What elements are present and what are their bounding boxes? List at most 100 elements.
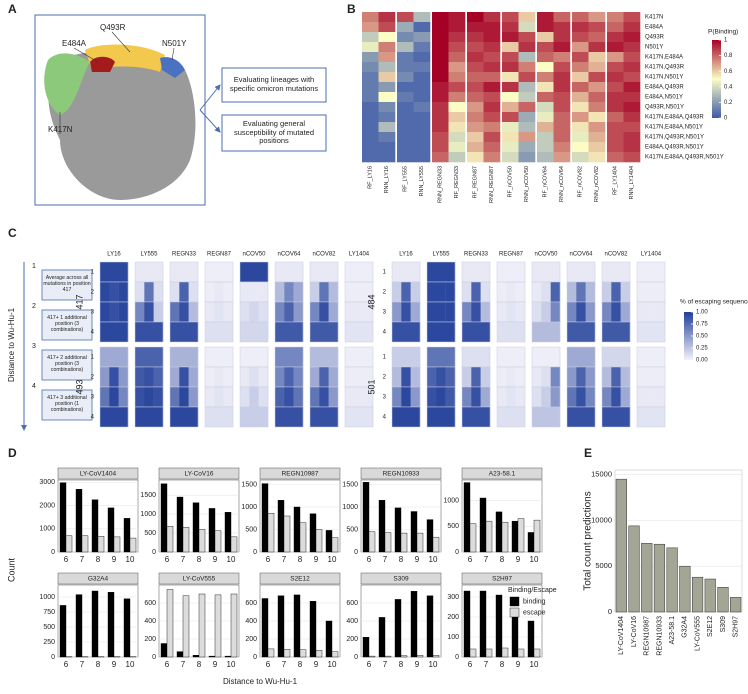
heat-cell [471,282,481,302]
heat-cell [502,72,519,83]
heat-cell [623,112,641,123]
row-label: Q493R,N501Y [645,105,684,111]
box [221,114,327,152]
heat-cell [432,152,449,163]
heat-cell [623,22,641,33]
heat-cell [310,407,339,427]
heat-cell [170,262,199,282]
heat-cell [467,52,484,63]
heat-cell [515,282,526,302]
heat-cell [392,407,421,427]
bar [315,529,323,553]
colorbar-label: 0.75 [696,322,708,328]
column-label: REGN87 [207,252,232,258]
column-label: REGN87 [499,252,524,258]
heat-cell [275,322,304,342]
heat-cell [397,142,414,153]
heat-cell [214,302,224,322]
heat-cell [432,112,449,123]
heat-cell [502,42,519,53]
x-tick-label: 9 [516,660,521,669]
heat-cell [607,132,624,143]
column-label: RNN_nCOV64 [559,166,565,202]
heat-cell [588,72,606,83]
level-label: 3 [32,343,36,350]
heat-cell [541,367,551,387]
heat-cell [448,132,466,143]
heat-cell [572,132,589,143]
x-tick-label: 9 [314,555,319,564]
heat-cell [518,82,536,93]
heat-cell [100,262,129,282]
heat-cell [258,282,269,302]
box-label: 417+ 1 additional position (3 combinatio… [47,315,87,333]
heat-cell [432,22,449,33]
heat-cell [397,132,414,143]
heat-cell [144,367,154,387]
heat-cell [537,52,554,63]
heat-cell [588,62,606,73]
region-501 [160,57,185,78]
bar [277,500,285,553]
heat-cell [467,22,484,33]
colorbar-label: 0.25 [696,346,708,352]
strip [461,572,543,585]
heat-cell [223,302,234,322]
cell-outline [601,321,631,343]
bar [384,532,392,553]
column-label: nCOV64 [277,252,301,258]
box-label: Average across all mutations in position… [43,275,91,293]
heat-cell [506,387,516,407]
heat-cell [205,302,215,322]
x-tick-label: 6 [165,660,170,669]
heat-cell [413,132,431,143]
heat-cell [483,72,501,83]
x-tick-label: LY-CoV555 [694,616,701,651]
y-tick-label: 1 [383,270,387,276]
heat-cell [655,387,666,407]
x-tick-label: LY-CoV1404 [618,616,625,655]
bar [299,522,307,553]
heat-cell [471,387,481,407]
bar [517,518,525,553]
heat-cell [646,387,656,407]
bar [160,483,168,553]
heat-cell [480,302,491,322]
y-tick-label: 1000 [140,511,156,518]
bar [192,655,200,658]
colorbar-label: 0.8 [724,53,733,59]
heat-cell [518,12,536,23]
heat-cell [427,387,437,407]
row-label: K417N,Q493R,N501Y [645,135,704,141]
heat-cell [100,407,129,427]
heat-cell [170,322,199,342]
box-text: Average across all mutations in position… [43,275,91,293]
x-tick-label: 8 [298,555,303,564]
heat-cell [572,22,589,33]
strip [360,572,442,585]
heat-cell [607,82,624,93]
bar [400,532,408,553]
heat-cell [362,102,379,113]
column-label: RNN_nCOV82 [594,166,600,202]
heat-cell [240,347,269,367]
panel-label: C [8,226,17,240]
x-tick-label: 7 [181,660,186,669]
heat-cell [467,142,484,153]
heat-cell [427,282,437,302]
bar [123,598,131,658]
bar [267,513,275,553]
x-tick-label: 9 [314,660,319,669]
heat-cell [637,347,666,367]
bar [704,578,716,613]
cell-outline [204,321,234,343]
bar [309,601,317,658]
heat-cell [572,112,589,123]
heat-cell [436,282,446,302]
heat-cell [518,72,536,83]
heat-cell [319,282,329,302]
heat-cell [620,367,631,387]
heat-cell [620,302,631,322]
x-tick-label: 8 [500,555,505,564]
heat-cell [214,387,224,407]
